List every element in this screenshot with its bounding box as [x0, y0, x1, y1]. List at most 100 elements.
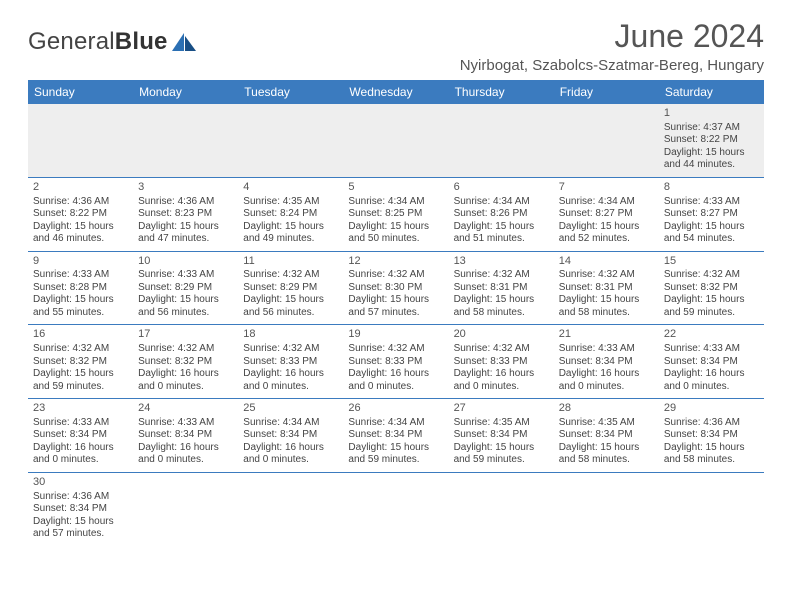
day-number: 14 — [559, 255, 654, 269]
day-header: Sunday — [28, 80, 133, 104]
calendar-day-cell — [554, 104, 659, 177]
day-number: 27 — [454, 402, 549, 416]
page-header: GeneralBlue June 2024 Nyirbogat, Szabolc… — [28, 18, 764, 74]
sunrise-text: Sunrise: 4:35 AM — [243, 196, 338, 209]
daylight-text: and 0 minutes. — [348, 381, 443, 394]
sunset-text: Sunset: 8:30 PM — [348, 282, 443, 295]
calendar-day-cell: 21Sunrise: 4:33 AMSunset: 8:34 PMDayligh… — [554, 325, 659, 399]
logo-text-b: Blue — [115, 28, 168, 55]
day-number: 18 — [243, 328, 338, 342]
day-number: 1 — [664, 107, 759, 121]
sunset-text: Sunset: 8:25 PM — [348, 208, 443, 221]
daylight-text: Daylight: 15 hours — [559, 294, 654, 307]
day-number: 10 — [138, 255, 233, 269]
sunrise-text: Sunrise: 4:34 AM — [454, 196, 549, 209]
sunset-text: Sunset: 8:32 PM — [664, 282, 759, 295]
daylight-text: and 0 minutes. — [138, 381, 233, 394]
calendar-table: Sunday Monday Tuesday Wednesday Thursday… — [28, 80, 764, 546]
day-header-row: Sunday Monday Tuesday Wednesday Thursday… — [28, 80, 764, 104]
calendar-day-cell: 23Sunrise: 4:33 AMSunset: 8:34 PMDayligh… — [28, 399, 133, 473]
daylight-text: and 56 minutes. — [138, 307, 233, 320]
sunrise-text: Sunrise: 4:35 AM — [454, 417, 549, 430]
calendar-day-cell: 15Sunrise: 4:32 AMSunset: 8:32 PMDayligh… — [659, 251, 764, 325]
daylight-text: Daylight: 16 hours — [138, 442, 233, 455]
sunrise-text: Sunrise: 4:33 AM — [33, 269, 128, 282]
sunset-text: Sunset: 8:29 PM — [243, 282, 338, 295]
daylight-text: and 0 minutes. — [243, 454, 338, 467]
logo-text: GeneralBlue — [28, 28, 168, 56]
daylight-text: and 47 minutes. — [138, 233, 233, 246]
day-number: 26 — [348, 402, 443, 416]
sunrise-text: Sunrise: 4:36 AM — [33, 491, 128, 504]
daylight-text: Daylight: 15 hours — [243, 294, 338, 307]
calendar-day-cell: 27Sunrise: 4:35 AMSunset: 8:34 PMDayligh… — [449, 399, 554, 473]
sunset-text: Sunset: 8:28 PM — [33, 282, 128, 295]
sunrise-text: Sunrise: 4:32 AM — [454, 269, 549, 282]
calendar-day-cell — [238, 472, 343, 545]
daylight-text: and 49 minutes. — [243, 233, 338, 246]
calendar-day-cell: 18Sunrise: 4:32 AMSunset: 8:33 PMDayligh… — [238, 325, 343, 399]
sunrise-text: Sunrise: 4:33 AM — [559, 343, 654, 356]
sunrise-text: Sunrise: 4:33 AM — [138, 269, 233, 282]
daylight-text: and 58 minutes. — [559, 307, 654, 320]
sunset-text: Sunset: 8:27 PM — [559, 208, 654, 221]
sunrise-text: Sunrise: 4:33 AM — [33, 417, 128, 430]
daylight-text: Daylight: 15 hours — [454, 221, 549, 234]
daylight-text: Daylight: 15 hours — [348, 442, 443, 455]
calendar-week-row: 23Sunrise: 4:33 AMSunset: 8:34 PMDayligh… — [28, 399, 764, 473]
daylight-text: Daylight: 15 hours — [138, 294, 233, 307]
sunrise-text: Sunrise: 4:32 AM — [454, 343, 549, 356]
daylight-text: and 57 minutes. — [33, 528, 128, 541]
daylight-text: Daylight: 16 hours — [243, 442, 338, 455]
daylight-text: and 0 minutes. — [33, 454, 128, 467]
day-header: Wednesday — [343, 80, 448, 104]
sunset-text: Sunset: 8:23 PM — [138, 208, 233, 221]
sunrise-text: Sunrise: 4:32 AM — [348, 343, 443, 356]
logo-text-a: General — [28, 28, 115, 55]
daylight-text: and 0 minutes. — [138, 454, 233, 467]
sunrise-text: Sunrise: 4:32 AM — [138, 343, 233, 356]
day-number: 15 — [664, 255, 759, 269]
sunset-text: Sunset: 8:22 PM — [664, 134, 759, 147]
calendar-day-cell: 5Sunrise: 4:34 AMSunset: 8:25 PMDaylight… — [343, 177, 448, 251]
daylight-text: Daylight: 16 hours — [454, 368, 549, 381]
calendar-head: Sunday Monday Tuesday Wednesday Thursday… — [28, 80, 764, 104]
day-number: 6 — [454, 181, 549, 195]
daylight-text: and 56 minutes. — [243, 307, 338, 320]
calendar-day-cell: 12Sunrise: 4:32 AMSunset: 8:30 PMDayligh… — [343, 251, 448, 325]
sunrise-text: Sunrise: 4:32 AM — [243, 343, 338, 356]
calendar-day-cell — [554, 472, 659, 545]
sunset-text: Sunset: 8:32 PM — [33, 356, 128, 369]
calendar-day-cell: 19Sunrise: 4:32 AMSunset: 8:33 PMDayligh… — [343, 325, 448, 399]
daylight-text: Daylight: 16 hours — [138, 368, 233, 381]
sunrise-text: Sunrise: 4:34 AM — [559, 196, 654, 209]
calendar-day-cell: 29Sunrise: 4:36 AMSunset: 8:34 PMDayligh… — [659, 399, 764, 473]
day-number: 2 — [33, 181, 128, 195]
day-number: 5 — [348, 181, 443, 195]
calendar-day-cell — [659, 472, 764, 545]
calendar-body: 1Sunrise: 4:37 AMSunset: 8:22 PMDaylight… — [28, 104, 764, 546]
calendar-day-cell — [238, 104, 343, 177]
daylight-text: and 51 minutes. — [454, 233, 549, 246]
daylight-text: and 0 minutes. — [243, 381, 338, 394]
day-number: 13 — [454, 255, 549, 269]
calendar-day-cell: 17Sunrise: 4:32 AMSunset: 8:32 PMDayligh… — [133, 325, 238, 399]
daylight-text: and 0 minutes. — [559, 381, 654, 394]
sunrise-text: Sunrise: 4:32 AM — [664, 269, 759, 282]
daylight-text: Daylight: 15 hours — [33, 368, 128, 381]
calendar-week-row: 1Sunrise: 4:37 AMSunset: 8:22 PMDaylight… — [28, 104, 764, 177]
daylight-text: and 58 minutes. — [454, 307, 549, 320]
day-header: Saturday — [659, 80, 764, 104]
sunset-text: Sunset: 8:34 PM — [33, 503, 128, 516]
sunrise-text: Sunrise: 4:33 AM — [664, 196, 759, 209]
daylight-text: Daylight: 15 hours — [348, 221, 443, 234]
sunset-text: Sunset: 8:34 PM — [664, 429, 759, 442]
day-number: 17 — [138, 328, 233, 342]
daylight-text: and 58 minutes. — [664, 454, 759, 467]
sunrise-text: Sunrise: 4:36 AM — [138, 196, 233, 209]
calendar-day-cell: 26Sunrise: 4:34 AMSunset: 8:34 PMDayligh… — [343, 399, 448, 473]
sunset-text: Sunset: 8:29 PM — [138, 282, 233, 295]
calendar-week-row: 9Sunrise: 4:33 AMSunset: 8:28 PMDaylight… — [28, 251, 764, 325]
daylight-text: Daylight: 16 hours — [348, 368, 443, 381]
calendar-day-cell: 10Sunrise: 4:33 AMSunset: 8:29 PMDayligh… — [133, 251, 238, 325]
